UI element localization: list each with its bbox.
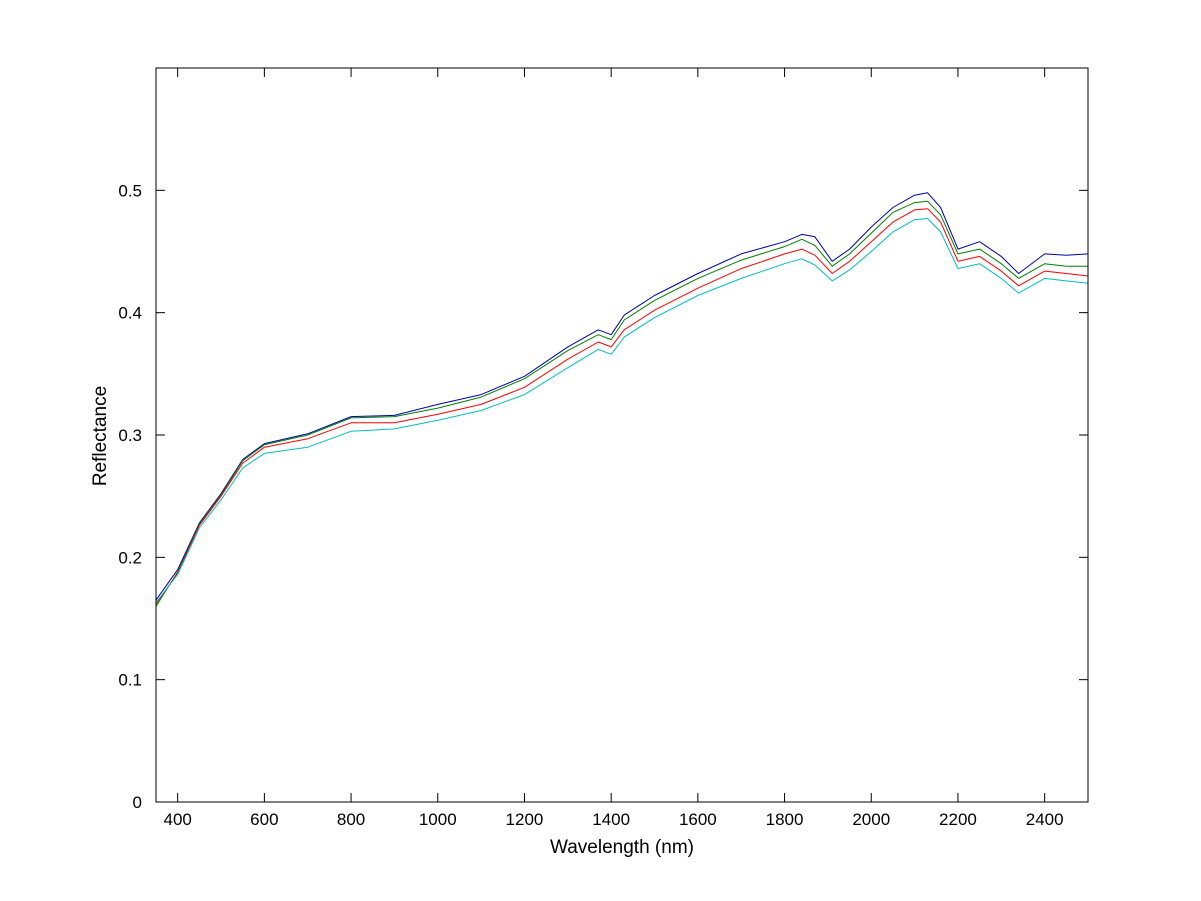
x-tick-label: 1000 <box>419 810 457 829</box>
series-line-3 <box>155 208 1089 605</box>
y-tick-label: 0.3 <box>118 426 142 445</box>
tick-layer: 400 600 800 1000 1200 1400 1600 1800 2000 2200 240… <box>118 68 1088 829</box>
x-tick-label: 1400 <box>592 810 630 829</box>
x-tick-label: 2400 <box>1026 810 1064 829</box>
y-axis-label: Reflectance <box>90 386 111 486</box>
x-tick-label: 400 <box>163 810 191 829</box>
y-tick-label: 0.4 <box>118 304 142 323</box>
y-tick-label: 0.5 <box>118 181 142 200</box>
series-line-2 <box>155 200 1088 607</box>
y-tick-label: 0.2 <box>118 548 142 567</box>
x-tick-label: 1600 <box>679 810 717 829</box>
x-tick-label: 1200 <box>506 810 544 829</box>
x-axis-label: Wavelength (nm) <box>550 837 694 858</box>
series-line-1 <box>155 192 1089 601</box>
y-tick-label: 0 <box>133 793 142 812</box>
x-tick-label: 600 <box>250 810 278 829</box>
plot-area <box>156 68 1088 802</box>
x-tick-label: 2200 <box>939 810 977 829</box>
x-tick-label: 1800 <box>766 810 804 829</box>
x-tick-label: 2000 <box>852 810 890 829</box>
x-tick-label: 800 <box>337 810 365 829</box>
series-line-4 <box>155 218 1089 603</box>
y-tick-label: 0.1 <box>118 671 142 690</box>
series-layer <box>155 192 1089 607</box>
